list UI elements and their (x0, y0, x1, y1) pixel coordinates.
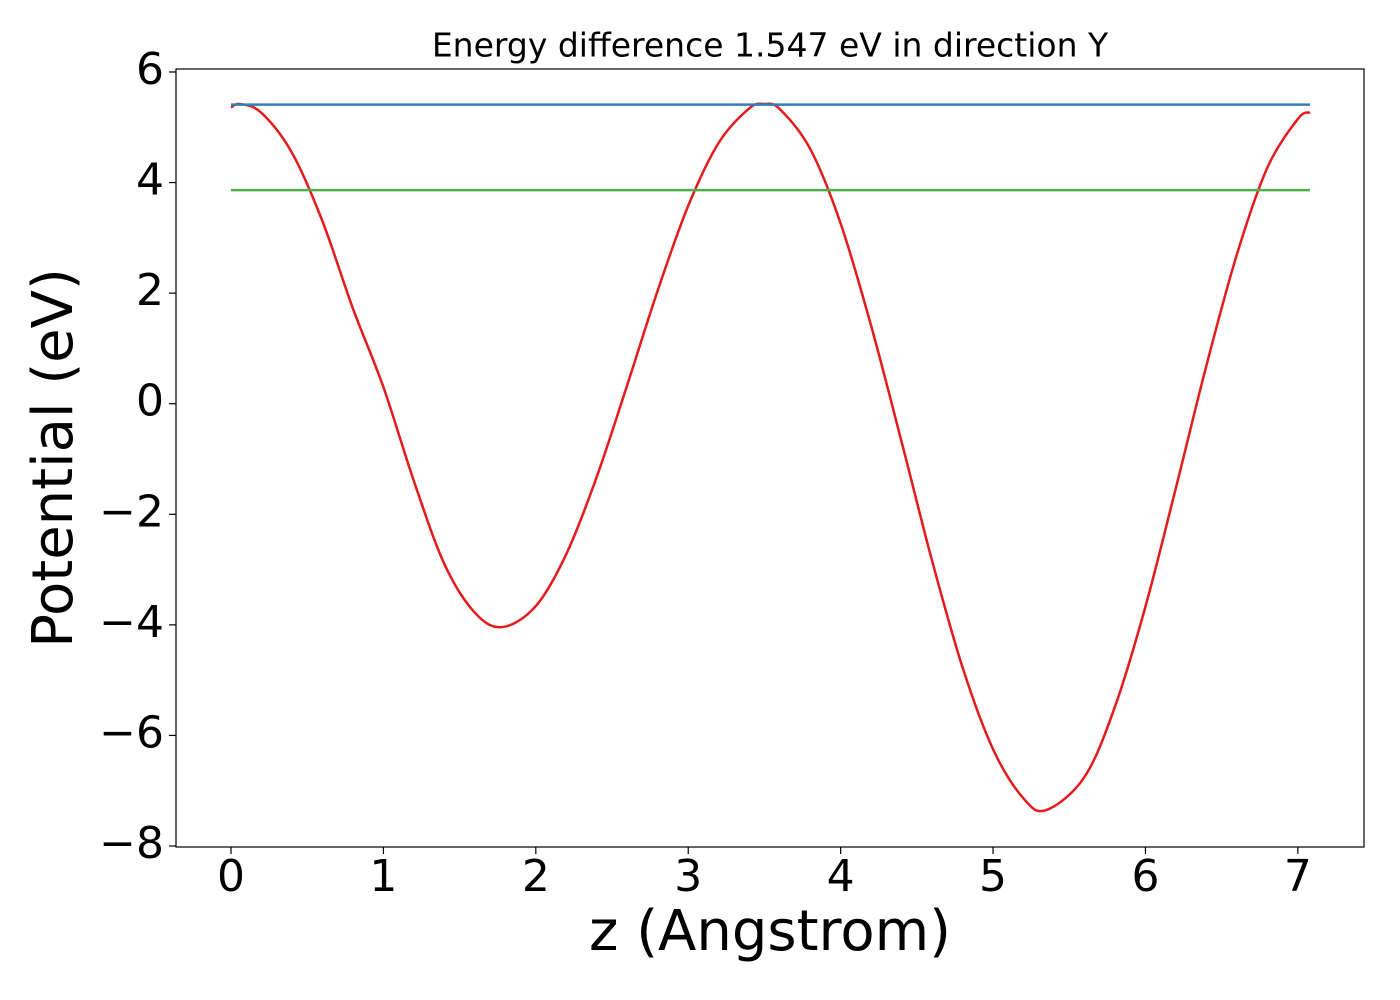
y-axis-label: Potential (eV) (21, 268, 86, 648)
y-tick-label: 4 (136, 155, 164, 206)
x-tick-label: 1 (369, 851, 397, 902)
x-axis-label: z (Angstrom) (589, 899, 951, 964)
y-tick-label: −8 (99, 818, 164, 869)
x-tick-label: 0 (217, 851, 245, 902)
x-tick-label: 7 (1284, 851, 1312, 902)
chart-title: Energy difference 1.547 eV in direction … (432, 26, 1109, 65)
x-tick-label: 5 (979, 851, 1007, 902)
y-tick-label: 6 (136, 44, 164, 95)
y-tick-label: −6 (99, 707, 164, 758)
plot-frame (175, 68, 1365, 848)
y-tick-label: −2 (99, 486, 164, 537)
x-tick-label: 2 (522, 851, 550, 902)
y-tick-label: −4 (99, 597, 164, 648)
x-tick-label: 3 (674, 851, 702, 902)
y-tick-label: 2 (136, 265, 164, 316)
data-line (230, 102, 1311, 813)
y-tick-label: 0 (136, 376, 164, 427)
x-tick-label: 4 (827, 851, 855, 902)
x-tick-label: 6 (1131, 851, 1159, 902)
